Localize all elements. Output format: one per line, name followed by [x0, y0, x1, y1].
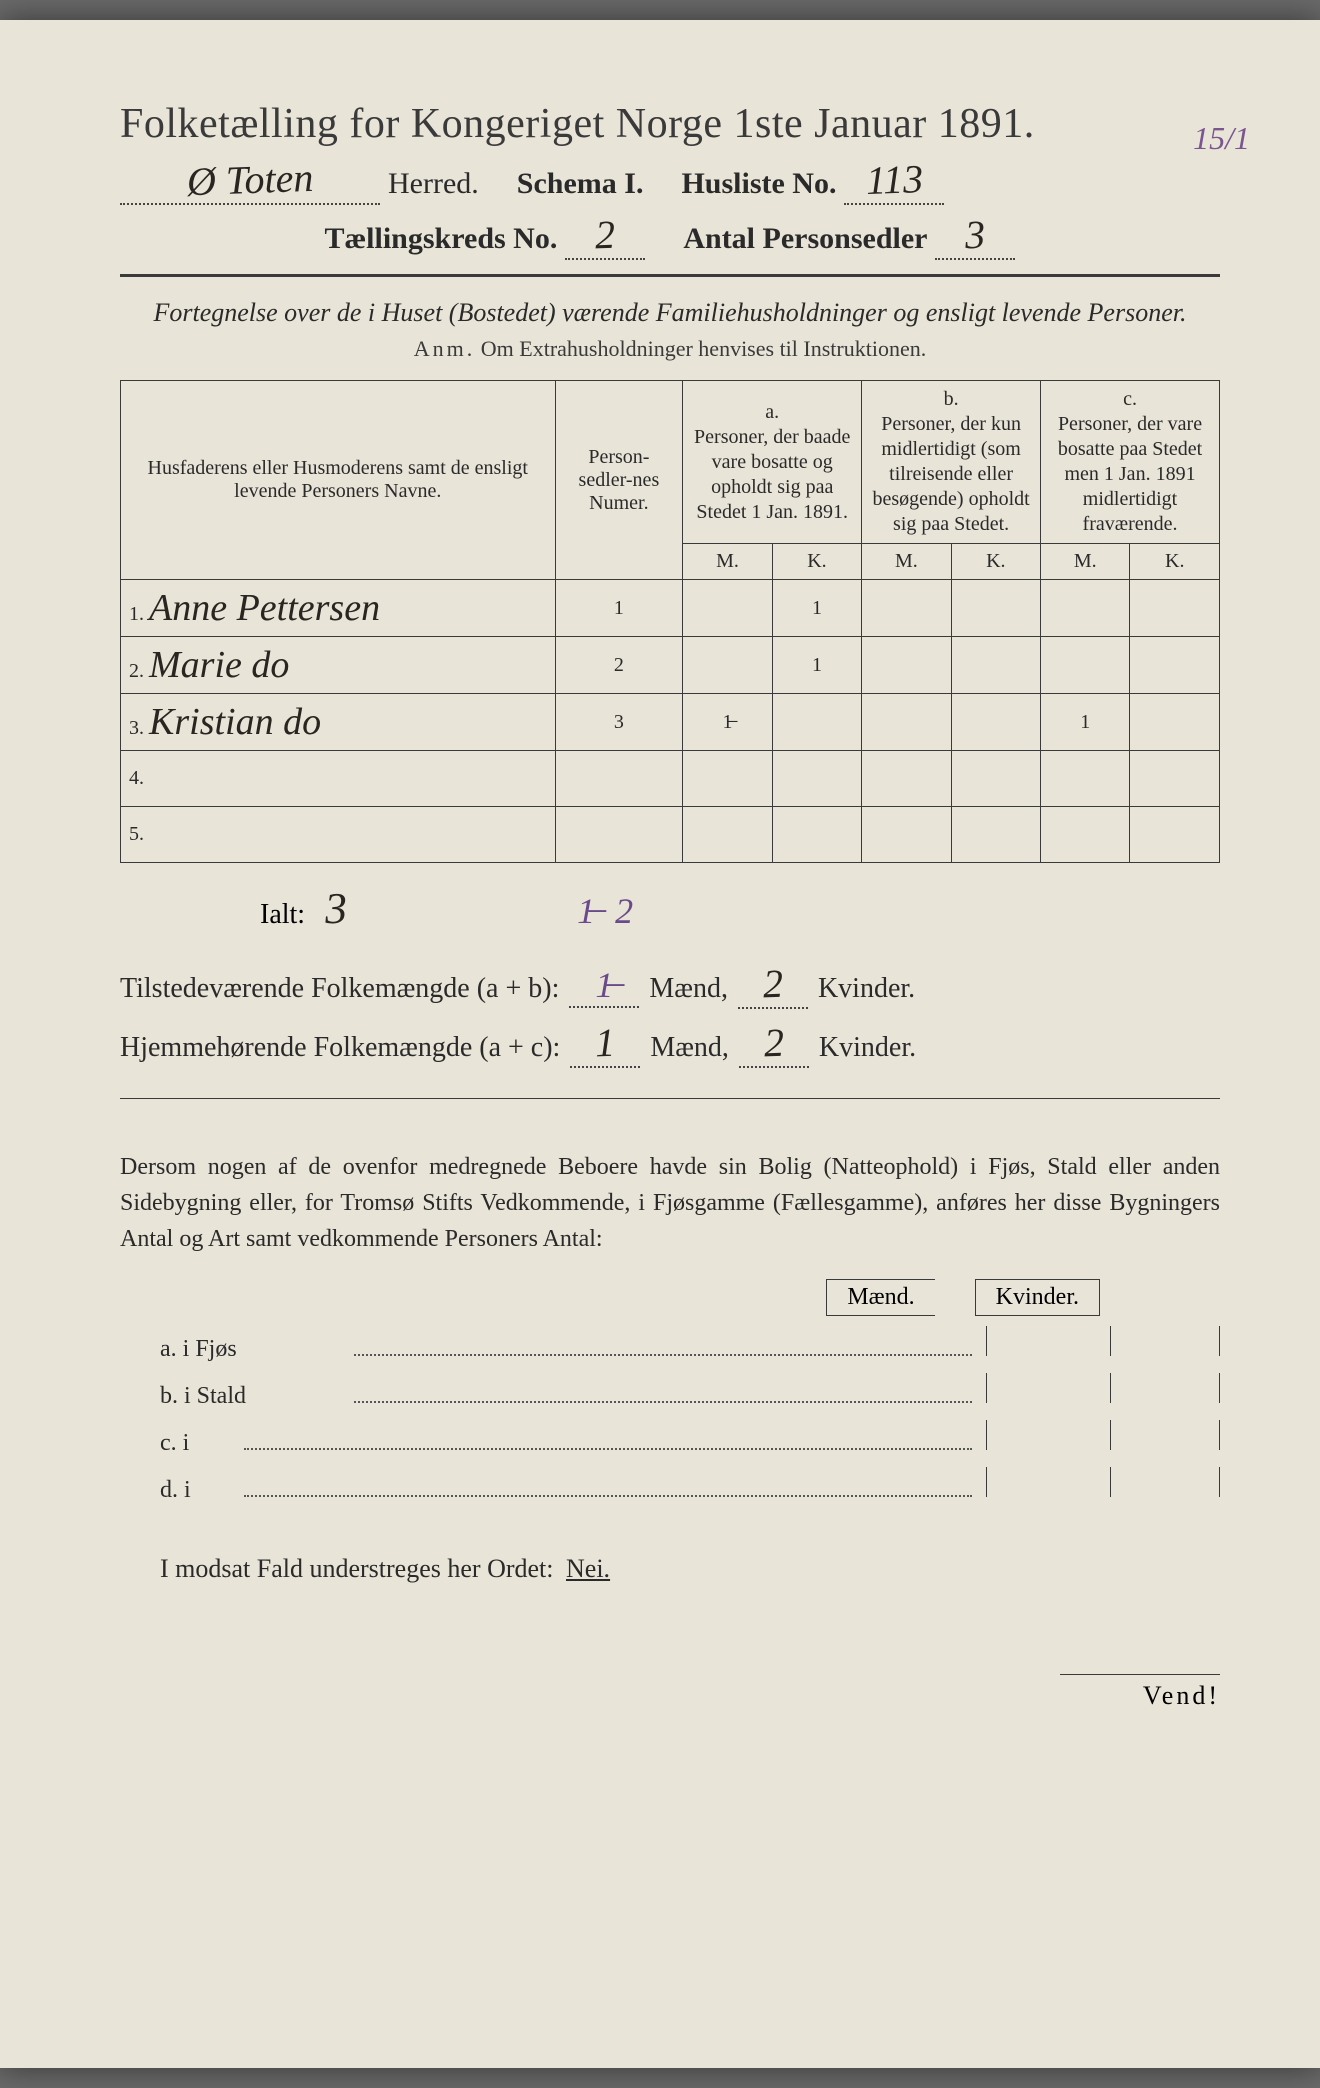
margin-annotation: 15/1 [1193, 120, 1250, 157]
group-a-header: a. Personer, der baade vare bosatte og o… [683, 381, 862, 544]
ialt-extra: 2 [615, 890, 633, 932]
totals-block: Tilstedeværende Folkemængde (a + b): 1̶ … [120, 960, 1220, 1068]
table-row: 3. Kristian do 3 1̶ 1 [121, 694, 1220, 751]
col-names-header: Husfaderens eller Husmoderens samt de en… [121, 381, 556, 580]
header-line-1: Ø Toten Herred. Schema I. Husliste No. 1… [120, 156, 1220, 205]
kreds-label: Tællingskreds No. [325, 222, 558, 256]
census-table: Husfaderens eller Husmoderens samt de en… [120, 380, 1220, 863]
anm-label: Anm. [414, 336, 476, 361]
maend-label: Mænd. [826, 1279, 934, 1316]
group-c-header: c. Personer, der vare bosatte paa Stedet… [1041, 381, 1220, 544]
group-b-header: b. Personer, der kun midlertidigt (som t… [862, 381, 1041, 544]
kreds-value: 2 [595, 211, 617, 259]
kvinder-label: Kvinder. [975, 1279, 1100, 1316]
subtitle: Fortegnelse over de i Huset (Bostedet) v… [120, 295, 1220, 330]
nei-word: Nei. [566, 1554, 610, 1583]
herred-label: Herred. [388, 167, 479, 201]
a-k: K. [772, 544, 861, 580]
ialt-extra-strike: 1̶ [577, 890, 595, 932]
census-form-page: 15/1 Folketælling for Kongeriget Norge 1… [0, 20, 1320, 2068]
ialt-row: Ialt: 3 1̶ 2 [260, 883, 1220, 934]
ialt-value: 3 [324, 883, 348, 935]
herred-value: Ø Toten [186, 154, 314, 205]
building-row-c: c. i [160, 1420, 1220, 1457]
divider [120, 1098, 1220, 1099]
building-row-d: d. i [160, 1467, 1220, 1504]
building-row-b: b. i Stald [160, 1373, 1220, 1410]
page-title: Folketælling for Kongeriget Norge 1ste J… [120, 100, 1220, 148]
building-row-a: a. i Fjøs [160, 1326, 1220, 1363]
husliste-label: Husliste No. [681, 167, 836, 201]
a-m: M. [683, 544, 772, 580]
anm-line: Anm. Om Extrahusholdninger henvises til … [120, 336, 1220, 362]
table-header-1: Husfaderens eller Husmoderens samt de en… [121, 381, 1220, 544]
c-m: M. [1041, 544, 1130, 580]
table-row: 1. Anne Pettersen 1 1 [121, 580, 1220, 637]
table-row: 4. [121, 751, 1220, 807]
c-k: K. [1130, 544, 1220, 580]
husliste-value: 113 [865, 155, 924, 204]
anm-text: Om Extrahusholdninger henvises til Instr… [481, 336, 926, 361]
schema-label: Schema I. [517, 167, 644, 201]
sedler-value: 3 [965, 211, 987, 259]
sedler-label: Antal Personsedler [683, 222, 927, 256]
nei-line: I modsat Fald understreges her Ordet: Ne… [160, 1554, 1220, 1584]
b-k: K. [951, 544, 1040, 580]
table-row: 5. [121, 807, 1220, 863]
b-m: M. [862, 544, 951, 580]
totals-line-2: Hjemmehørende Folkemængde (a + c): 1 Mæn… [120, 1019, 1220, 1068]
ialt-label: Ialt: [260, 899, 305, 931]
header-line-2: Tællingskreds No. 2 Antal Personsedler 3 [120, 211, 1220, 260]
building-paragraph: Dersom nogen af de ovenfor medregnede Be… [120, 1149, 1220, 1257]
mk-header: Mænd. Kvinder. [120, 1279, 1100, 1316]
divider [120, 274, 1220, 277]
building-list: a. i Fjøs b. i Stald c. i d. i [160, 1326, 1220, 1504]
table-row: 2. Marie do 2 1 [121, 637, 1220, 694]
totals-line-1: Tilstedeværende Folkemængde (a + b): 1̶ … [120, 960, 1220, 1009]
col-num-header: Person-sedler-nes Numer. [555, 381, 683, 580]
vend-label: Vend! [1060, 1674, 1220, 1711]
